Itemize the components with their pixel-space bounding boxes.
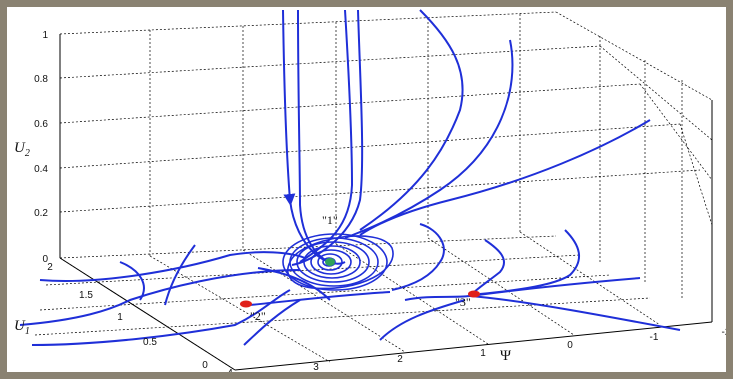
trajectory (404, 295, 471, 301)
trajectory (164, 244, 196, 306)
x-tick-label: 3 (313, 362, 319, 372)
equilibrium-point (468, 290, 480, 298)
limit-cycle (282, 233, 394, 291)
trajectory (249, 291, 391, 306)
trajectory (391, 223, 445, 291)
trajectory (344, 39, 514, 239)
z-tick-label: 0.4 (34, 164, 48, 175)
equilibrium-label: "3" (455, 295, 471, 309)
x-tick-label: -1 (650, 332, 659, 343)
trajectory (119, 261, 145, 301)
equilibrium-point (240, 300, 252, 308)
trajectory (471, 239, 505, 295)
trajectory (359, 119, 651, 236)
x-tick-label: 4 (227, 368, 233, 372)
z-tick-label: 0.6 (34, 119, 48, 130)
axis-edges (59, 34, 713, 371)
equilibrium-point (325, 258, 335, 266)
trajectory (469, 295, 681, 331)
tick-labels: 0 0.2 0.4 0.6 0.8 1 0 0.5 1 1.5 2 4 3 2 1 0 -1 -2 (34, 30, 731, 379)
y-tick-label: 1 (117, 312, 123, 323)
z-tick-label: 1 (42, 30, 48, 41)
x-tick-label: 1 (480, 348, 486, 359)
trajectory (291, 9, 364, 266)
trajectories (19, 9, 681, 346)
trajectory (243, 299, 301, 346)
x-tick-label: 2 (397, 354, 403, 365)
trajectory (39, 251, 306, 282)
trajectory (19, 269, 301, 326)
y-tick-label: 2 (47, 262, 53, 273)
trajectory (359, 9, 464, 231)
x-axis-label: Ψ (500, 348, 512, 364)
x-tick-label: 0 (567, 340, 573, 351)
x-tick-label: -2 (722, 327, 726, 338)
equilibrium-label: "1" (322, 213, 338, 227)
z-tick-label: 0.8 (34, 74, 48, 85)
equilibria: "1" "2" "3" (240, 213, 480, 323)
y-tick-label: 0.5 (143, 337, 157, 348)
plot-area: "1" "2" "3" 0 0.2 0.4 0.6 0.8 1 0 0.5 1 1.5 2 4 3 2 1 0 -1… (7, 7, 731, 379)
y-tick-label: 1.5 (79, 290, 93, 301)
y-axis-label: U1 (14, 318, 30, 337)
trajectory (299, 9, 354, 263)
z-tick-label: 0.2 (34, 208, 48, 219)
z-tick-label: 0 (42, 254, 48, 265)
phase-portrait-chart: "1" "2" "3" 0 0.2 0.4 0.6 0.8 1 0 0.5 1 1.5 2 4 3 2 1 0 -1… (14, 9, 731, 379)
z-axis-label: U2 (14, 140, 30, 159)
trajectory (379, 299, 466, 341)
equilibrium-label: "2" (250, 309, 266, 323)
trajectory (479, 229, 580, 295)
y-tick-label: 0 (202, 360, 208, 371)
